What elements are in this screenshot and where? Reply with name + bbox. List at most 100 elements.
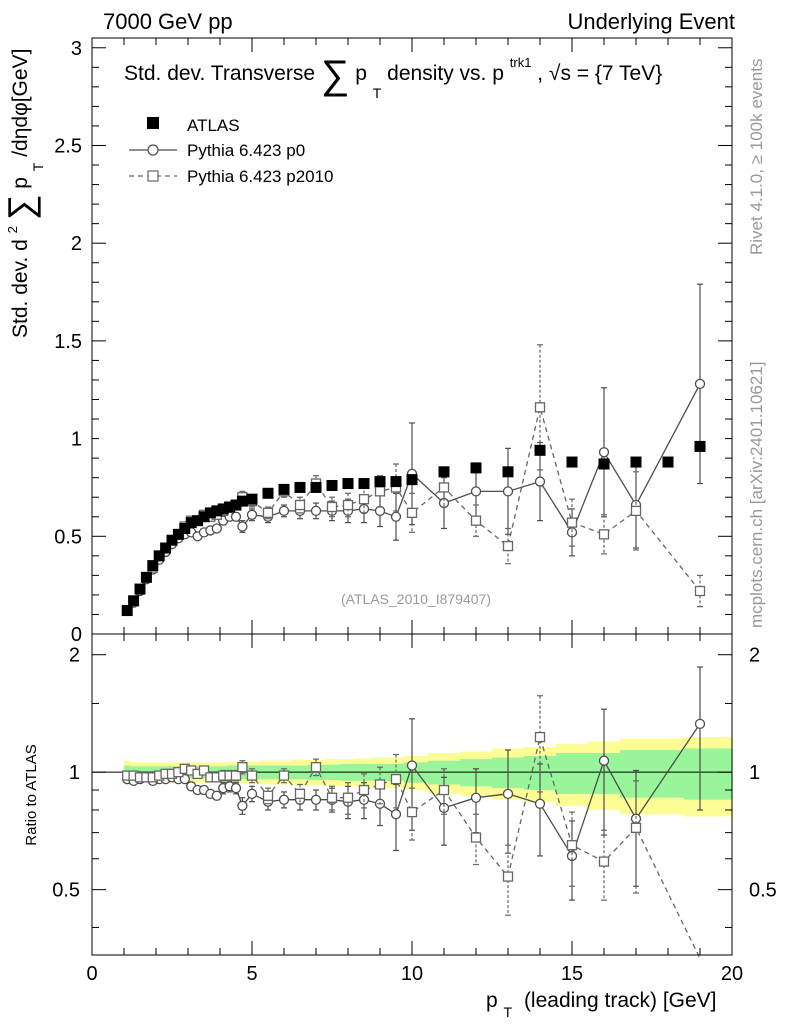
ratio-point-p0 [438,802,450,814]
header-left-label: 7000 GeV pp [103,9,233,34]
header-right-label: Underlying Event [567,9,735,34]
data-point-p2010 [566,517,578,528]
x-tick-label: 20 [721,963,743,985]
data-point-p0 [470,486,482,497]
data-point-atlas [566,456,578,468]
data-point-atlas [211,505,223,517]
ratio-point-p2010 [237,762,248,773]
data-point-p2010 [598,529,610,540]
ratio-point-p2010 [294,788,306,799]
legend-marker-p2010 [147,170,159,182]
ratio-point-p2010 [438,784,450,796]
ratio-y-tick-label: 2 [69,645,80,667]
ratio-point-p2010 [390,773,402,785]
title-part-b: density vs. p [387,62,504,85]
data-point-p0 [598,447,610,458]
data-point-p0 [534,476,546,487]
data-point-atlas [217,503,229,515]
ratio-point-p2010 [566,840,578,851]
data-point-atlas [470,462,482,474]
ratio-point-p2010 [230,770,242,781]
data-point-atlas [147,560,159,572]
x-tick-label: 10 [401,963,423,985]
legend-label-p2010: Pythia 6.423 p2010 [187,167,334,186]
ratio-point-p0 [246,788,258,799]
data-point-p0 [211,523,222,534]
data-point-atlas [342,478,354,490]
data-point-atlas [204,507,216,519]
legend-label-atlas: ATLAS [187,116,240,135]
rivet-version-label: Rivet 4.1.0, ≥ 100k events [747,59,766,255]
ratio-y-tick-label-right: 2 [749,645,760,667]
band-inner-bin [684,748,733,800]
data-point-p2010 [534,402,546,413]
data-point-atlas [198,511,210,523]
data-point-p0 [278,505,290,517]
mcplots-label: mcplots.cern.ch [arXiv:2401.10621] [747,362,766,628]
ratio-point-p0 [566,850,578,862]
ratio-y-axis-label: Ratio to ATLAS [23,744,40,845]
ratio-point-p2010 [598,856,610,867]
ratio-point-p2010 [470,832,482,843]
ratio-point-p0 [237,800,248,811]
upper-axis-ticks [91,38,733,635]
ratio-point-p2010 [262,790,274,801]
band-inner-bin [556,752,589,794]
y-tick-label: 1.5 [54,331,82,353]
data-point-atlas [598,458,610,470]
data-point-atlas [694,440,706,452]
data-point-atlas [438,466,450,478]
data-point-p2010 [358,494,370,505]
title-sigma: ∑ [321,53,350,97]
ylabel-sub-T: T [30,162,46,171]
lower-axis-tick-labels: 0 5 10 15 20 0.5 0.5 1 1 2 2 [52,645,777,985]
ratio-point-p2010 [326,792,338,803]
x-tick-label: 0 [86,963,97,985]
ratio-point-p0 [694,718,706,729]
data-point-atlas [406,474,418,486]
y-axis-label: Std. dev. d 2 ∑ p T /dηdφ[GeV] [0,49,48,338]
ratio-point-p0 [390,809,402,820]
data-point-atlas [246,493,258,505]
series-line-p0 [126,383,701,612]
ratio-point-p0 [534,798,546,809]
y-tick-label: 2.5 [54,135,82,157]
data-point-atlas [121,605,133,617]
ratio-point-p2010 [246,770,258,781]
data-point-atlas [185,517,197,529]
ylabel-part-a: Std. dev. d [9,239,32,338]
ratio-point-p0 [598,755,610,766]
ratio-y-tick-label: 0.5 [52,880,80,902]
data-point-p2010 [502,540,514,552]
data-point-atlas [390,476,402,488]
data-point-atlas [134,583,146,595]
ylabel-p: p [9,177,32,189]
data-point-p0 [502,486,514,497]
title-sub-T: T [373,85,382,101]
data-point-atlas [172,528,184,540]
data-point-p2010 [262,507,274,518]
ratio-point-p2010 [358,784,370,796]
data-point-atlas [534,444,546,456]
xlabel-rest: (leading track) [GeV] [524,989,717,1012]
data-point-atlas [128,595,140,607]
ylabel-sigma: ∑ [0,195,41,221]
upper-axis-tick-labels: 0 0.5 1 1.5 2 2.5 3 [54,38,82,646]
y-tick-label: 2 [71,233,82,255]
data-point-p0 [374,505,386,517]
data-point-atlas [262,487,274,499]
data-point-atlas [358,478,370,490]
data-point-atlas [374,476,386,488]
x-tick-label: 5 [246,963,257,985]
legend-label-p0: Pythia 6.423 p0 [187,141,305,160]
data-point-p0 [230,511,242,522]
data-point-atlas [310,481,322,493]
data-point-atlas [662,456,674,468]
ratio-point-p0 [502,788,514,799]
data-point-p2010 [438,482,450,493]
title-sup-trk1: trk1 [510,55,532,70]
ratio-point-p0 [230,783,242,794]
band-inner-bin [652,749,685,798]
